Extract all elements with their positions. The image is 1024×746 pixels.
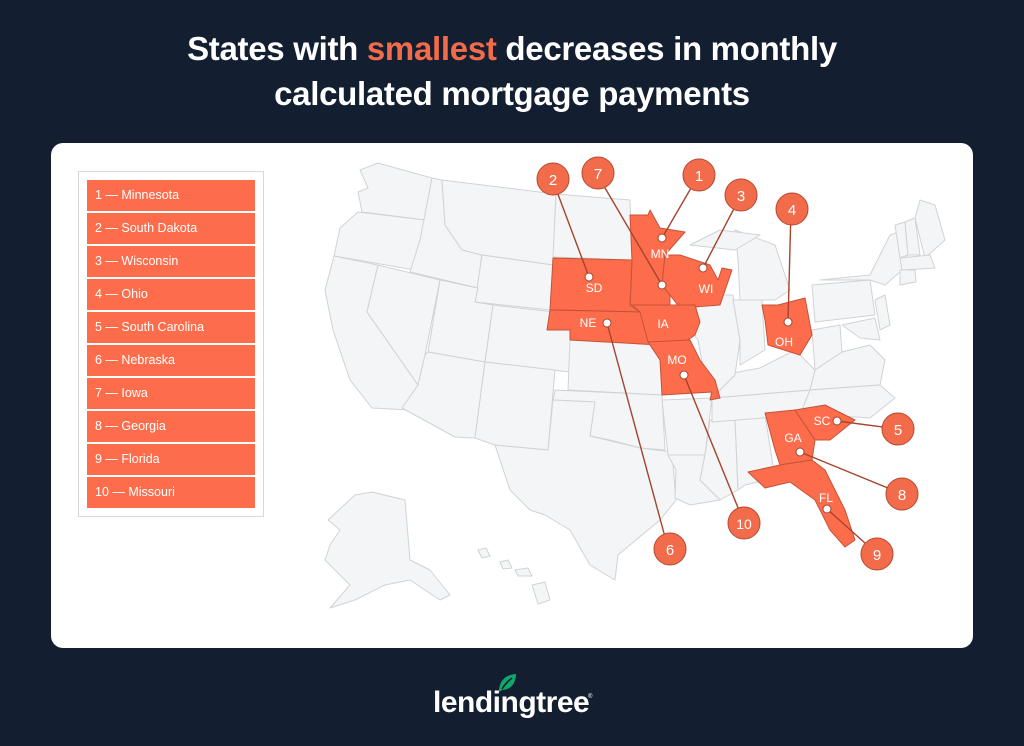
logo-text: lendingtree [433, 686, 590, 719]
lendingtree-logo: lendingtree ® [433, 672, 593, 722]
state-IA [631, 304, 701, 343]
state-FL [747, 459, 856, 548]
badge-5: 5 [881, 412, 915, 446]
title-highlight: smallest [366, 30, 497, 67]
svg-text:1: 1 [695, 168, 703, 185]
badge-2: 2 [536, 162, 570, 196]
marker-WI [698, 263, 708, 273]
svg-text:9: 9 [873, 547, 881, 564]
legend: 1 — Minnesota 2 — South Dakota 3 — Wisco… [78, 171, 264, 517]
state-HI-1 [477, 547, 491, 559]
label-FL: FL [819, 491, 833, 505]
state-NH [904, 217, 921, 256]
svg-text:6: 6 [666, 542, 674, 559]
state-WI [661, 254, 733, 309]
state-NJ [874, 294, 891, 331]
svg-text:7: 7 [594, 166, 602, 183]
label-IA: IA [657, 317, 668, 331]
title-line-1: States with smallest decreases in monthl… [187, 30, 837, 67]
svg-text:5: 5 [894, 422, 902, 439]
legend-item: 6 — Nebraska [87, 345, 255, 376]
badge-9: 9 [860, 537, 894, 571]
badges: 2 7 1 3 4 5 8 9 10 6 [536, 156, 919, 571]
state-HI-4 [531, 581, 551, 605]
marker-GA [795, 447, 805, 457]
legend-item: 8 — Georgia [87, 411, 255, 442]
legend-item: 9 — Florida [87, 444, 255, 475]
state-WY [474, 254, 554, 311]
marker-IA [657, 280, 667, 290]
marker-MO [679, 370, 689, 380]
state-KS [567, 339, 663, 396]
legend-item: 3 — Wisconsin [87, 246, 255, 277]
state-SC [794, 404, 856, 441]
map-card: MN SD WI OH SC NE IA GA FL MO 2 7 1 3 4 … [51, 143, 973, 648]
state-AK [324, 491, 451, 609]
label-OH: OH [775, 335, 793, 349]
marker-NE [602, 318, 612, 328]
marker-FL [822, 504, 832, 514]
badge-1: 1 [682, 158, 716, 192]
svg-text:4: 4 [788, 202, 796, 219]
state-NM [474, 361, 556, 451]
state-CT [899, 269, 917, 286]
leaf-icon [499, 674, 516, 692]
badge-8: 8 [885, 477, 919, 511]
state-WA [357, 162, 433, 221]
label-SC: SC [814, 414, 831, 428]
state-TX [494, 399, 677, 581]
svg-text:2: 2 [549, 172, 557, 189]
badge-7: 7 [581, 156, 615, 190]
svg-text:3: 3 [737, 188, 745, 205]
badge-6: 6 [653, 532, 687, 566]
state-MD [841, 317, 881, 341]
marker-SC [832, 416, 842, 426]
state-NY [819, 229, 909, 286]
label-MO: MO [667, 353, 686, 367]
state-PA [811, 279, 876, 323]
marker-OH [783, 317, 793, 327]
marker-SD [584, 272, 594, 282]
page-title: States with smallest decreases in monthl… [0, 26, 1024, 116]
label-GA: GA [784, 431, 801, 445]
us-map: MN SD WI OH SC NE IA GA FL MO 2 7 1 3 4 … [324, 156, 946, 609]
label-MN: MN [651, 247, 670, 261]
legend-item: 5 — South Carolina [87, 312, 255, 343]
label-SD: SD [586, 281, 603, 295]
title-line-2: calculated mortgage payments [274, 75, 750, 112]
badge-3: 3 [724, 178, 758, 212]
state-MI [734, 229, 791, 301]
state-OR [333, 211, 426, 271]
badge-4: 4 [775, 192, 809, 226]
label-NE: NE [580, 316, 597, 330]
state-HI-3 [514, 567, 533, 577]
registered-mark: ® [588, 694, 593, 700]
badge-10: 10 [727, 506, 761, 540]
marker-MN [657, 233, 667, 243]
state-MA [899, 254, 936, 271]
state-HI-2 [499, 559, 513, 570]
state-MI-up [689, 229, 761, 251]
legend-item: 4 — Ohio [87, 279, 255, 310]
state-ND [552, 193, 633, 261]
state-OH [761, 297, 813, 356]
svg-text:8: 8 [898, 487, 906, 504]
label-WI: WI [699, 282, 714, 296]
state-MO [647, 339, 721, 401]
legend-item: 10 — Missouri [87, 477, 255, 508]
state-ME [914, 199, 946, 259]
legend-item: 7 — Iowa [87, 378, 255, 409]
svg-text:10: 10 [736, 516, 752, 532]
legend-item: 1 — Minnesota [87, 180, 255, 211]
legend-item: 2 — South Dakota [87, 213, 255, 244]
